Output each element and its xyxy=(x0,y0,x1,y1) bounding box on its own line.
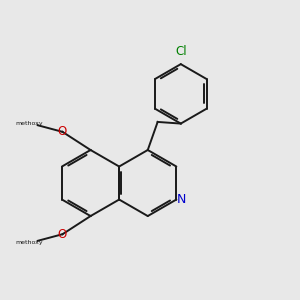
Text: methoxy: methoxy xyxy=(16,121,43,126)
Text: methoxy: methoxy xyxy=(16,240,43,245)
Text: N: N xyxy=(177,193,186,206)
Text: Cl: Cl xyxy=(175,44,187,58)
Text: O: O xyxy=(58,125,67,138)
Text: O: O xyxy=(58,228,67,241)
